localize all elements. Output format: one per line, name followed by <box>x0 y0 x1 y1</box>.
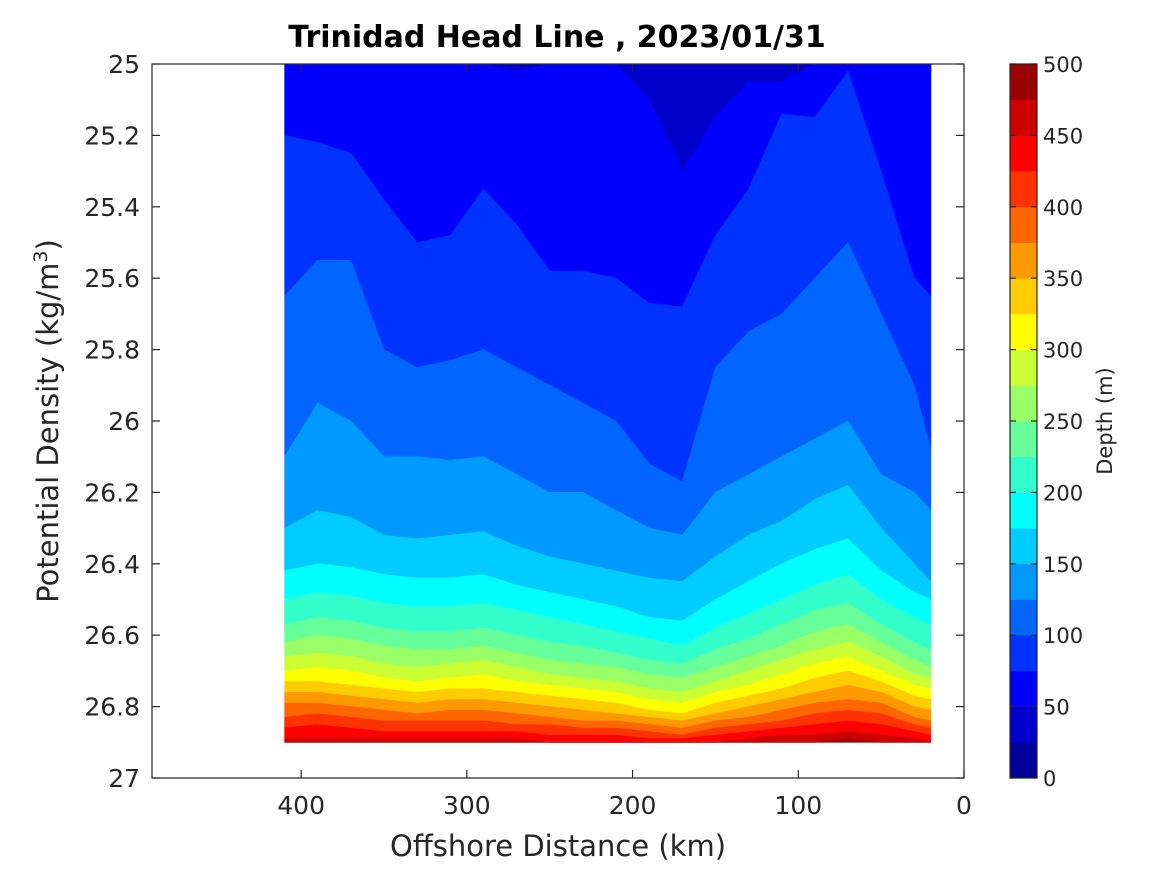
colorbar-swatch <box>1010 349 1037 386</box>
y-tick-label: 26.4 <box>84 550 140 579</box>
x-tick-label: 0 <box>956 791 972 820</box>
colorbar-swatch <box>1010 670 1037 707</box>
colorbar-swatch <box>1010 242 1037 279</box>
colorbar-swatch <box>1010 278 1037 315</box>
contour-band <box>284 738 931 743</box>
colorbar-tick-label: 350 <box>1043 267 1083 291</box>
colorbar-swatch <box>1010 99 1037 136</box>
colorbar-swatch <box>1010 563 1037 600</box>
y-axis-ticks: 25 25.2 25.4 25.6 25.8 26 26.2 26.4 26.6 26.8 27 <box>84 50 964 793</box>
y-axis-label-main: Potential Density (kg/m <box>31 263 65 603</box>
y-tick-label: 25.4 <box>84 193 140 222</box>
colorbar-swatch <box>1010 313 1037 350</box>
chart-title: Trinidad Head Line , 2023/01/31 <box>288 20 825 55</box>
y-axis-label-close: ) <box>31 239 65 250</box>
y-tick-label: 26.2 <box>84 478 140 507</box>
colorbar-swatch <box>1010 528 1037 565</box>
y-tick-label: 25 <box>108 50 140 79</box>
colorbar-tick-label: 100 <box>1043 624 1083 648</box>
colorbar-swatch <box>1010 385 1037 422</box>
colorbar-tick-label: 400 <box>1043 196 1083 220</box>
x-tick-label: 200 <box>609 791 657 820</box>
colorbar-swatch <box>1010 635 1037 672</box>
colorbar-swatch <box>1010 135 1037 172</box>
contour-fill <box>284 64 932 743</box>
y-tick-label: 26.6 <box>84 621 140 650</box>
colorbar-tick-label: 500 <box>1043 53 1083 77</box>
y-axis-label: Potential Density (kg/m3) <box>30 239 65 603</box>
colorbar-swatch <box>1010 492 1037 529</box>
colorbar-swatch <box>1010 706 1037 743</box>
y-tick-label: 25.2 <box>84 121 140 150</box>
x-axis-label: Offshore Distance (km) <box>390 829 726 863</box>
colorbar-swatch <box>1010 599 1037 636</box>
colorbar-swatch <box>1010 456 1037 493</box>
colorbar-tick-label: 0 <box>1043 767 1056 791</box>
colorbar-tick-label: 250 <box>1043 410 1083 434</box>
x-tick-label: 100 <box>774 791 822 820</box>
y-tick-label: 27 <box>108 764 140 793</box>
x-axis-ticks: 400 300 200 100 0 <box>277 64 972 820</box>
y-tick-label: 26 <box>108 407 140 436</box>
colorbar-tick-label: 50 <box>1043 696 1070 720</box>
colorbar-swatch <box>1010 742 1037 779</box>
colorbar-swatch <box>1010 171 1037 208</box>
x-tick-label: 300 <box>443 791 491 820</box>
colorbar-tick-label: 300 <box>1043 339 1083 363</box>
y-tick-label: 26.8 <box>84 693 140 722</box>
colorbar-tick-label: 450 <box>1043 124 1083 148</box>
colorbar-swatch <box>1010 206 1037 243</box>
colorbar-tick-label: 200 <box>1043 481 1083 505</box>
colorbar-swatch <box>1010 64 1037 101</box>
y-axis-label-superscript: 3 <box>30 250 52 262</box>
colorbar-swatch <box>1010 421 1037 458</box>
y-tick-label: 25.6 <box>84 264 140 293</box>
colorbar: 0 50 100 150 200 250 300 350 400 450 500 <box>1009 53 1083 791</box>
x-tick-label: 400 <box>277 791 325 820</box>
colorbar-tick-label: 150 <box>1043 553 1083 577</box>
colorbar-label: Depth (m) <box>1093 367 1117 474</box>
y-tick-label: 25.8 <box>84 336 140 365</box>
